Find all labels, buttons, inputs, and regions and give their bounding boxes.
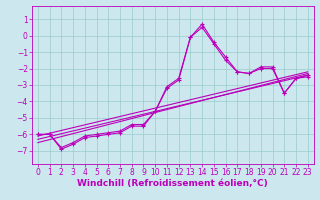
X-axis label: Windchill (Refroidissement éolien,°C): Windchill (Refroidissement éolien,°C) [77,179,268,188]
